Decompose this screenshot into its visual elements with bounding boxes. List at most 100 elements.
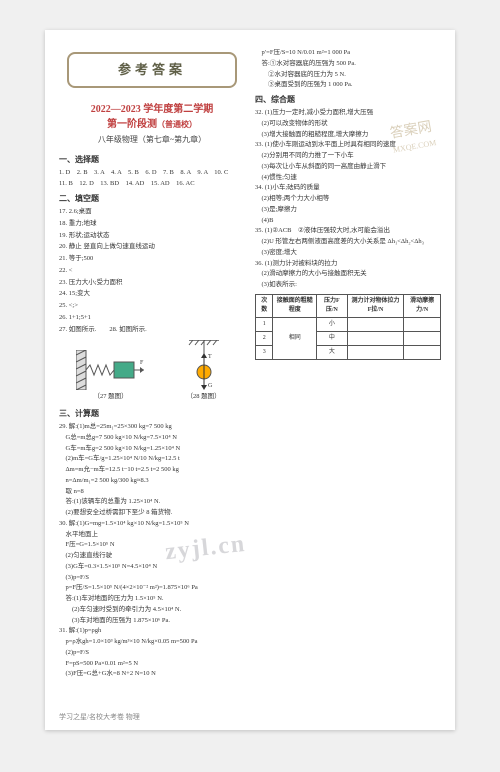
table-header-row: 次数 接触面的粗糙程度 压力F压/N 测力计对物体拉力F拉/N 滑动摩擦力/N bbox=[256, 294, 441, 317]
comp-line: (2)U 形管左右两侧液面高度差的大小关系是 Δh₁<Δh₂<Δh₃ bbox=[255, 237, 441, 247]
table-header: 压力F压/N bbox=[317, 294, 347, 317]
table-cell: 2 bbox=[256, 331, 273, 345]
calc-line: (2)要想安全过桥需卸下至少 8 箱货物. bbox=[59, 508, 245, 518]
table-header: 滑动摩擦力/N bbox=[404, 294, 441, 317]
comp-line: (2)可以改变物体的形状 bbox=[255, 119, 441, 129]
calc-line: 水平地面上 bbox=[59, 530, 245, 540]
table-header: 次数 bbox=[256, 294, 273, 317]
calc-line: (2)车匀速时受到的牵引力为 4.5×10⁴ N. bbox=[59, 605, 245, 615]
comp-line: 35. (1)②ACB ②液体压强较大时,水可能会溢出 bbox=[255, 226, 441, 236]
comp-line: (3)是;摩擦力 bbox=[255, 205, 441, 215]
calc-line: 29. 解:(1)m总=25m₁=25×300 kg=7 500 kg bbox=[59, 422, 245, 432]
diagram-27: F （27 题图） bbox=[76, 350, 146, 402]
exam-subtitle: 八年级物理（第七章~第九章） bbox=[59, 134, 245, 146]
fill-row: 21. 等于;500 bbox=[59, 254, 245, 264]
experiment-table: 次数 接触面的粗糙程度 压力F压/N 测力计对物体拉力F拉/N 滑动摩擦力/N … bbox=[255, 294, 441, 360]
choice-row: 1. D 2. B 3. A 4. A 5. B 6. D 7. B 8. A … bbox=[59, 168, 245, 178]
fill-row: 17. 2.6;桌面 bbox=[59, 207, 245, 217]
calc-line: 取 n=8 bbox=[59, 487, 245, 497]
section-calc: 三、计算题 bbox=[59, 408, 245, 420]
exam-title-suffix: （普通校） bbox=[157, 120, 197, 129]
comp-line: (3)增大接触面的粗糙程度,增大摩擦力 bbox=[255, 130, 441, 140]
diagram-row: F （27 题图） T bbox=[59, 340, 245, 402]
comp-line: (3)如表所示: bbox=[255, 280, 441, 290]
page: zyjl.cn 答案网 MXQE.COM 参考答案 2022—2023 学年度第… bbox=[45, 30, 455, 730]
fill-row: 27. 如图所示. 28. 如图所示. bbox=[59, 325, 245, 335]
section-fill: 二、填空题 bbox=[59, 193, 245, 205]
table-cell bbox=[404, 345, 441, 359]
table-cell: 中 bbox=[317, 331, 347, 345]
calc-line: F=pS=500 Pa×0.01 m²=5 N bbox=[59, 659, 245, 669]
table-cell: 3 bbox=[256, 345, 273, 359]
comp-line: 33. (1)使小车刚运动到水平面上时具有相同的速度 bbox=[255, 140, 441, 150]
fill-row: 18. 重力;地球 bbox=[59, 219, 245, 229]
table-cell bbox=[347, 317, 404, 331]
exam-title-main: 第一阶段测 bbox=[107, 119, 157, 130]
calc-line: 30. 解:(1)G=mg=1.5×10⁴ kg×10 N/kg=1.5×10⁵… bbox=[59, 519, 245, 529]
table-row: 1 相同 小 bbox=[256, 317, 441, 331]
calc-line: p=ρ水gh=1.0×10³ kg/m³×10 N/kg×0.05 m=500 … bbox=[59, 637, 245, 647]
table-cell: 小 bbox=[317, 317, 347, 331]
fill-row: 19. 形状;运动状态 bbox=[59, 231, 245, 241]
comp-line: (2)相等;两个力大小相等 bbox=[255, 194, 441, 204]
fill-row: 23. 压力大小;受力面积 bbox=[59, 278, 245, 288]
pendulum-diagram-icon: T G bbox=[179, 340, 229, 390]
calc-line: F压=G=1.5×10⁵ N bbox=[59, 540, 245, 550]
calc-line: Δm=m允−m车=12.5 t−10 t=2.5 t=2 500 kg bbox=[59, 465, 245, 475]
exam-header: 2022—2023 学年度第二学期 第一阶段测（普通校） 八年级物理（第七章~第… bbox=[59, 102, 245, 146]
svg-text:T: T bbox=[208, 354, 212, 360]
comp-line: (2)分别用不同的力推了一下小车 bbox=[255, 151, 441, 161]
section-comp: 四、综合题 bbox=[255, 94, 441, 106]
exam-title-line1: 2022—2023 学年度第二学期 bbox=[59, 102, 245, 117]
table-cell bbox=[347, 331, 404, 345]
exam-title-line2: 第一阶段测（普通校） bbox=[59, 117, 245, 132]
comp-line: (4)B bbox=[255, 216, 441, 226]
calc-line: (2)p=F/S bbox=[59, 648, 245, 658]
calc-line: ③桌面受到的压强为 1 000 Pa. bbox=[255, 80, 441, 90]
table-header: 接触面的粗糙程度 bbox=[273, 294, 317, 317]
calc-line: 答:(1)该辆车的总重为 1.25×10⁴ N. bbox=[59, 497, 245, 507]
comp-line: 34. (1)小车;砝码的质量 bbox=[255, 183, 441, 193]
table-cell bbox=[404, 317, 441, 331]
comp-line: 36. (1)测力计对被料块的拉力 bbox=[255, 259, 441, 269]
calc-line: n=Δm/m₁=2 500 kg/300 kg≈8.3 bbox=[59, 476, 245, 486]
table-header: 测力计对物体拉力F拉/N bbox=[347, 294, 404, 317]
calc-line: (2)匀速直线行驶 bbox=[59, 551, 245, 561]
calc-line: 答:(1)车对地面的压力为 1.5×10⁵ N. bbox=[59, 594, 245, 604]
calc-line: (3)p=F/S bbox=[59, 573, 245, 583]
calc-line: (3)G车=0.3×1.5×10⁵ N=4.5×10⁴ N bbox=[59, 562, 245, 572]
calc-line: (2)m车=G车/g=1.25×10⁴ N/10 N/kg=12.5 t bbox=[59, 454, 245, 464]
calc-line: G车=m车g=2 500 kg×10 N/kg=1.25×10⁴ N bbox=[59, 444, 245, 454]
section-choice: 一、选择题 bbox=[59, 154, 245, 166]
choice-row: 11. B 12. D 13. BD 14. AD 15. AD 16. AC bbox=[59, 179, 245, 189]
fill-row: 22. < bbox=[59, 266, 245, 276]
calc-line: 31. 解:(1)p=ρgh bbox=[59, 626, 245, 636]
calc-line: (3)F压=G总+G水=8 N+2 N=10 N bbox=[59, 669, 245, 679]
answer-title-box: 参考答案 bbox=[67, 52, 237, 88]
answer-title: 参考答案 bbox=[81, 60, 223, 80]
fill-row: 25. <;> bbox=[59, 301, 245, 311]
diagram-28: T G （28 题图） bbox=[179, 340, 229, 402]
svg-text:G: G bbox=[208, 383, 213, 389]
diagram-27-caption: （27 题图） bbox=[76, 392, 146, 402]
fill-row: 26. 1+1;5+1 bbox=[59, 313, 245, 323]
fill-row: 20. 静止 竖直向上做匀速直线运动 bbox=[59, 242, 245, 252]
table-cell-merged: 相同 bbox=[273, 317, 317, 359]
calc-line: ②水对容器底的压力为 5 N. bbox=[255, 70, 441, 80]
fill-row: 24. 15;变大 bbox=[59, 289, 245, 299]
diagram-28-caption: （28 题图） bbox=[179, 392, 229, 402]
comp-line: (3)每次让小车从斜面的同一高度由静止滑下 bbox=[255, 162, 441, 172]
comp-line: (3)密度;增大 bbox=[255, 248, 441, 258]
calc-line: G总=m总g=7 500 kg×10 N/kg=7.5×10⁴ N bbox=[59, 433, 245, 443]
calc-line: p=F压/S=1.5×10⁵ N/(4×2×10⁻² m²)=1.875×10⁶… bbox=[59, 583, 245, 593]
comp-line: 32. (1)压力一定时,减小受力面积,增大压强 bbox=[255, 108, 441, 118]
page-footer: 学习之星/名校大考卷 物理 bbox=[59, 712, 140, 723]
svg-text:F: F bbox=[140, 360, 144, 366]
comp-line: (4)惯性;匀速 bbox=[255, 173, 441, 183]
table-cell: 大 bbox=[317, 345, 347, 359]
spring-diagram-icon: F bbox=[76, 350, 146, 390]
content-columns: 参考答案 2022—2023 学年度第二学期 第一阶段测（普通校） 八年级物理（… bbox=[59, 48, 441, 688]
calc-line: 答:①水对容器底的压强为 500 Pa. bbox=[255, 59, 441, 69]
table-cell bbox=[404, 331, 441, 345]
table-cell bbox=[347, 345, 404, 359]
